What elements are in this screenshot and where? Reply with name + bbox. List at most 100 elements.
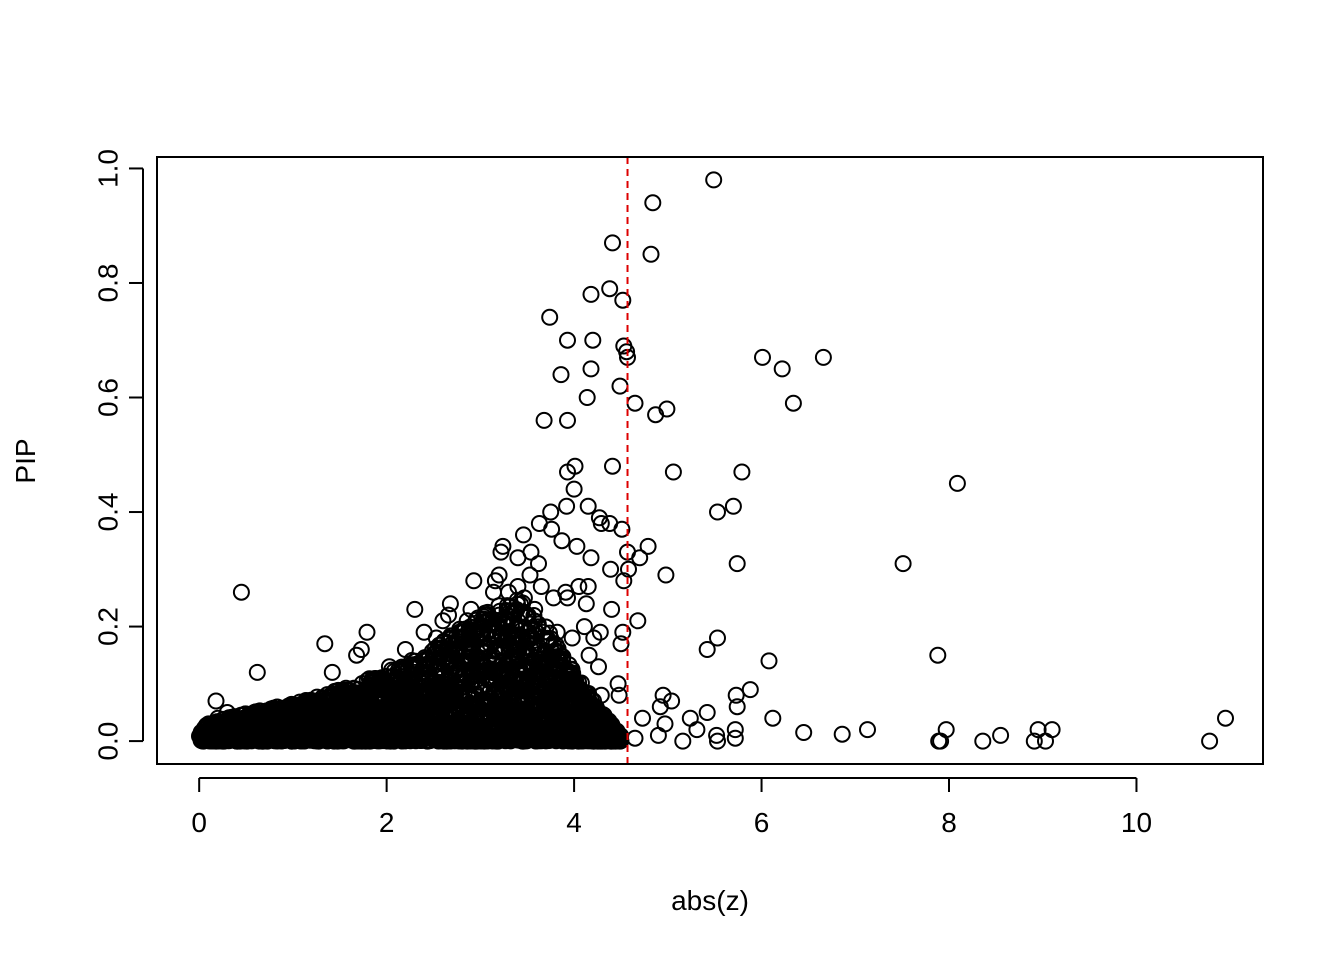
scatter-point [1201,732,1219,750]
scatter-point [582,360,600,378]
scatter-point [656,715,674,733]
scatter-point [728,698,746,716]
scatter-point [469,721,487,739]
scatter-point [726,721,744,739]
scatter-point [232,583,250,601]
scatter-point [585,629,603,647]
scatter-point [894,555,912,573]
scatter-point [681,709,699,727]
scatter-point [563,664,580,682]
x-tick-label: 10 [1121,807,1152,838]
scatter-point [795,724,813,741]
scatter-point [284,698,302,716]
scatter-point [521,566,539,584]
scatter-point [664,463,682,481]
scatter-point [352,641,370,658]
scatter-point [509,612,527,630]
scatter-point [493,731,511,749]
scatter-point [603,600,621,618]
scatter-point [509,652,527,670]
scatter-point [492,543,510,561]
scatter-point [195,721,213,739]
x-tick-label: 6 [754,807,770,838]
scatter-point [559,331,576,349]
scatter-point [568,537,586,555]
scatter-point [406,663,424,681]
scatter-point [265,709,283,727]
y-tick-label: 1.0 [92,149,123,188]
y-axis: 0.0 0.2 0.4 0.6 0.8 1.0 [92,149,144,761]
scatter-point [559,463,576,481]
scatter-point [579,578,597,595]
y-tick-label: 0.2 [92,607,123,646]
scatter-point [614,623,632,641]
scatter-point [312,692,330,710]
scatter-point [705,171,723,189]
scatter-point [443,635,461,653]
scatter-point [218,704,236,721]
scatter-point [932,732,950,750]
scatter-point [611,732,629,750]
x-axis: 0 2 4 6 8 10 [191,777,1152,838]
scatter-point [582,549,600,567]
scatter-point [349,688,367,706]
x-tick-label: 0 [191,807,207,838]
scatter-point [554,672,572,690]
scatter-point [563,732,581,750]
scatter-point [415,686,433,704]
scatter-point [214,721,232,739]
scatter-point [348,732,366,750]
scatter-point [626,394,644,412]
x-tick-label: 4 [566,807,582,838]
scatter-point [545,589,562,607]
scatter-point [321,715,339,733]
scatter-point [368,675,386,693]
scatter-point [505,602,523,620]
scatter-point [526,612,544,630]
scatter-point [559,589,576,607]
scatter-point [223,726,241,744]
scatter-point [509,549,527,567]
scatter-point [592,515,610,532]
scatter-point [532,666,550,684]
scatter-point [709,503,726,521]
scatter-point [654,686,672,704]
y-tick-label: 0.8 [92,264,123,303]
scatter-point [441,595,459,613]
scatter-point [361,731,379,749]
scatter-point [425,645,443,663]
y-tick-label: 0.4 [92,493,123,532]
scatter-point [1037,732,1054,750]
scatter-point [485,583,502,601]
scatter-point [460,701,478,719]
scatter-point [323,663,341,681]
scatter-point [415,723,433,741]
scatter-point [647,406,665,424]
scatter-point [496,711,514,729]
scatter-point [657,566,675,584]
scatter-point [256,726,274,744]
scatter-point [251,731,269,749]
scatter-point [339,728,357,746]
scatter-point [612,635,630,653]
y-tick-label: 0.0 [92,722,123,761]
scatter-point [992,726,1010,744]
scatter-point [322,723,339,741]
scatter-point [532,578,550,595]
scatter-point [331,686,349,704]
x-axis-label: abs(z) [671,885,749,916]
scatter-point [415,623,433,641]
scatter-point [207,692,225,710]
scatter-point [726,729,744,747]
scatter-point [425,652,442,670]
scatter-point [443,646,461,664]
scatter-point [558,497,576,515]
scatter-point [651,698,669,716]
scatter-point [204,726,222,744]
scatter-point [480,719,498,737]
scatter-point [471,618,489,636]
scatter-point [481,669,499,687]
scatter-point [248,663,266,681]
scatter-point [440,606,457,624]
